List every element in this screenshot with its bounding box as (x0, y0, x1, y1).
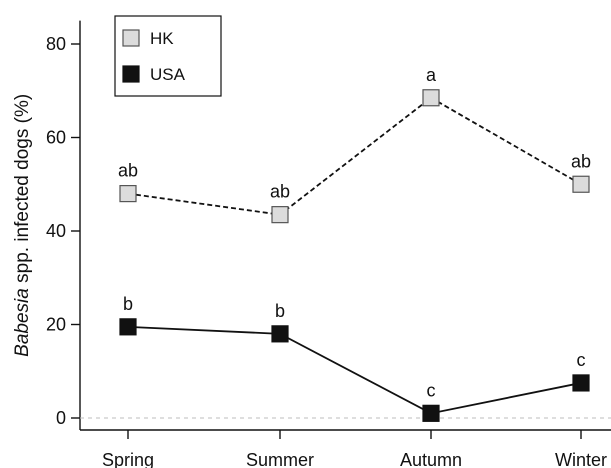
significance-label: a (426, 65, 437, 85)
legend-box (114, 15, 222, 97)
legend-swatch (122, 65, 140, 83)
y-axis-label-rest: spp. infected dogs (%) (12, 94, 33, 288)
significance-label: ab (571, 151, 591, 171)
data-point (422, 89, 440, 107)
y-axis-label: Babesia spp. infected dogs (%) (12, 94, 33, 357)
x-tick-label: Autumn (400, 450, 462, 468)
significance-label: ab (118, 161, 138, 181)
data-point (271, 325, 289, 343)
y-axis-label-italic: Babesia (12, 288, 33, 357)
x-ticks: Spring Summer Autumn Winter (102, 430, 607, 468)
data-point (271, 206, 289, 224)
x-tick-label: Spring (102, 450, 154, 468)
legend-label: USA (150, 65, 186, 84)
y-tick-label: 0 (56, 408, 66, 428)
significance-label: c (577, 350, 586, 370)
legend-item-usa: USA (122, 65, 186, 84)
legend-swatch (122, 29, 140, 47)
series-hk: ab ab a ab (118, 65, 591, 224)
series-line (127, 325, 582, 415)
legend: HK USA (114, 15, 222, 97)
significance-label: b (123, 294, 133, 314)
data-point (119, 185, 137, 203)
y-tick-label: 20 (46, 315, 66, 335)
series-usa: b b c c (119, 294, 590, 422)
significance-label: b (275, 301, 285, 321)
x-tick-label: Summer (246, 450, 314, 468)
data-point (119, 318, 137, 336)
data-point (572, 175, 590, 193)
y-tick-label: 80 (46, 34, 66, 54)
series-line (127, 96, 582, 216)
series-layer: ab ab a ab b b c c (118, 65, 591, 422)
y-tick-label: 40 (46, 221, 66, 241)
legend-item-hk: HK (122, 29, 174, 48)
x-tick-label: Winter (555, 450, 607, 468)
axes (79, 20, 611, 431)
y-tick-label: 60 (46, 128, 66, 148)
y-ticks: 0 20 40 60 80 (46, 34, 80, 428)
significance-label: c (427, 380, 436, 400)
legend-label: HK (150, 29, 174, 48)
data-point (422, 404, 440, 422)
data-point (572, 374, 590, 392)
significance-label: ab (270, 182, 290, 202)
